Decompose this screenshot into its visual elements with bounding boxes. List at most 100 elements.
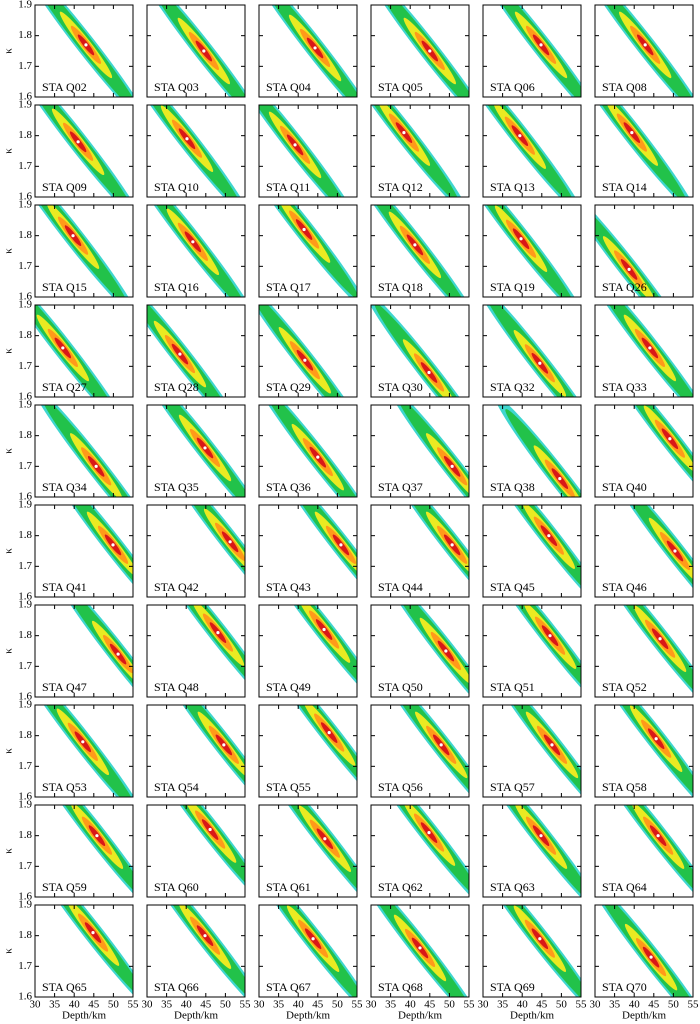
panel xyxy=(595,605,693,697)
y-tick-label: 1.8 xyxy=(18,529,32,541)
panel-frame xyxy=(146,504,246,598)
station-label: STA Q19 xyxy=(490,280,535,294)
best-point xyxy=(228,540,232,544)
panel xyxy=(595,5,693,97)
station-label: STA Q32 xyxy=(490,380,535,394)
best-point xyxy=(413,243,417,247)
panel-frame xyxy=(146,304,246,398)
contour xyxy=(483,5,581,97)
best-point xyxy=(648,346,652,350)
panel-frame xyxy=(146,804,246,898)
y-tick-label: 1.9 xyxy=(18,199,32,211)
best-point xyxy=(627,267,631,271)
y-tick-label: 1.6 xyxy=(18,191,32,203)
panel-frame xyxy=(482,904,582,998)
y-tick-label: 1.7 xyxy=(18,960,32,972)
panel-frame xyxy=(482,604,582,698)
station-label: STA Q64 xyxy=(602,880,647,894)
x-tick-label: 45 xyxy=(424,999,436,1011)
x-tick-label: 35 xyxy=(497,999,509,1011)
best-point xyxy=(81,740,85,744)
panel-frame xyxy=(146,704,246,798)
x-tick-label: 50 xyxy=(668,999,680,1011)
panel-frame xyxy=(146,104,246,198)
best-point xyxy=(61,346,65,350)
x-tick-label: 30 xyxy=(142,999,154,1011)
panel-frame xyxy=(370,104,470,198)
y-axis-label: κ xyxy=(3,648,15,654)
best-point xyxy=(439,743,443,747)
x-tick-label: 35 xyxy=(609,999,621,1011)
x-tick-label: 35 xyxy=(273,999,285,1011)
best-point xyxy=(323,837,327,841)
panel-frame xyxy=(146,604,246,698)
panel-frame xyxy=(594,4,694,98)
x-tick-label: 40 xyxy=(69,999,81,1011)
y-tick-label: 1.6 xyxy=(18,891,32,903)
station-label: STA Q66 xyxy=(154,980,199,994)
station-label: STA Q35 xyxy=(154,480,199,494)
best-point xyxy=(550,743,554,747)
station-label: STA Q17 xyxy=(266,280,311,294)
best-point xyxy=(643,43,647,47)
panel-frame xyxy=(370,804,470,898)
best-point xyxy=(116,652,120,656)
station-label: STA Q28 xyxy=(154,380,199,394)
best-point xyxy=(91,931,95,935)
station-label: STA Q09 xyxy=(42,180,87,194)
station-label: STA Q12 xyxy=(378,180,423,194)
station-label: STA Q34 xyxy=(42,480,87,494)
station-label: STA Q38 xyxy=(490,480,535,494)
best-point xyxy=(518,134,522,138)
y-tick-label: 1.6 xyxy=(18,91,32,103)
contour xyxy=(595,605,693,697)
y-tick-label: 1.7 xyxy=(18,260,32,272)
x-tick-label: 45 xyxy=(648,999,660,1011)
x-tick-label: 55 xyxy=(352,999,364,1011)
station-label: STA Q29 xyxy=(266,380,311,394)
station-label: STA Q06 xyxy=(490,80,535,94)
x-axis-label: Depth/km xyxy=(398,1010,442,1022)
best-point xyxy=(302,227,306,232)
panel-frame xyxy=(594,704,694,798)
y-tick-label: 1.6 xyxy=(18,591,32,603)
y-tick-label: 1.6 xyxy=(18,691,32,703)
panel-frame xyxy=(370,704,470,798)
panel-frame xyxy=(34,204,134,298)
panel-frame xyxy=(258,504,358,598)
x-tick-label: 35 xyxy=(49,999,61,1011)
best-point xyxy=(95,834,99,838)
y-tick-label: 1.9 xyxy=(18,899,32,911)
y-tick-label: 1.7 xyxy=(18,760,32,772)
y-tick-label: 1.8 xyxy=(18,829,32,841)
station-label: STA Q68 xyxy=(378,980,423,994)
best-point xyxy=(427,831,431,835)
station-label: STA Q11 xyxy=(266,180,310,194)
y-tick-label: 1.7 xyxy=(18,560,32,572)
y-axis-label: κ xyxy=(3,748,15,754)
station-label: STA Q42 xyxy=(154,580,199,594)
y-axis-label: κ xyxy=(3,348,15,354)
panel-frame xyxy=(370,204,470,298)
panel-frame xyxy=(594,104,694,198)
y-tick-label: 1.9 xyxy=(18,699,32,711)
y-tick-label: 1.6 xyxy=(18,291,32,303)
y-tick-label: 1.8 xyxy=(18,629,32,641)
panel-frame xyxy=(34,704,134,798)
best-point xyxy=(293,143,297,147)
station-label: STA Q48 xyxy=(154,680,199,694)
y-tick-label: 1.7 xyxy=(18,160,32,172)
best-point xyxy=(656,834,660,838)
y-tick-label: 1.8 xyxy=(18,429,32,441)
best-point xyxy=(111,543,115,547)
y-tick-label: 1.8 xyxy=(18,29,32,41)
best-point xyxy=(558,477,562,481)
panel-frame xyxy=(482,104,582,198)
panel-frame xyxy=(482,4,582,98)
y-tick-label: 1.9 xyxy=(18,299,32,311)
y-tick-label: 1.8 xyxy=(18,129,32,141)
x-tick-label: 50 xyxy=(220,999,232,1011)
station-label: STA Q36 xyxy=(266,480,311,494)
y-axis-label: κ xyxy=(3,948,15,954)
panel-frame xyxy=(482,504,582,598)
